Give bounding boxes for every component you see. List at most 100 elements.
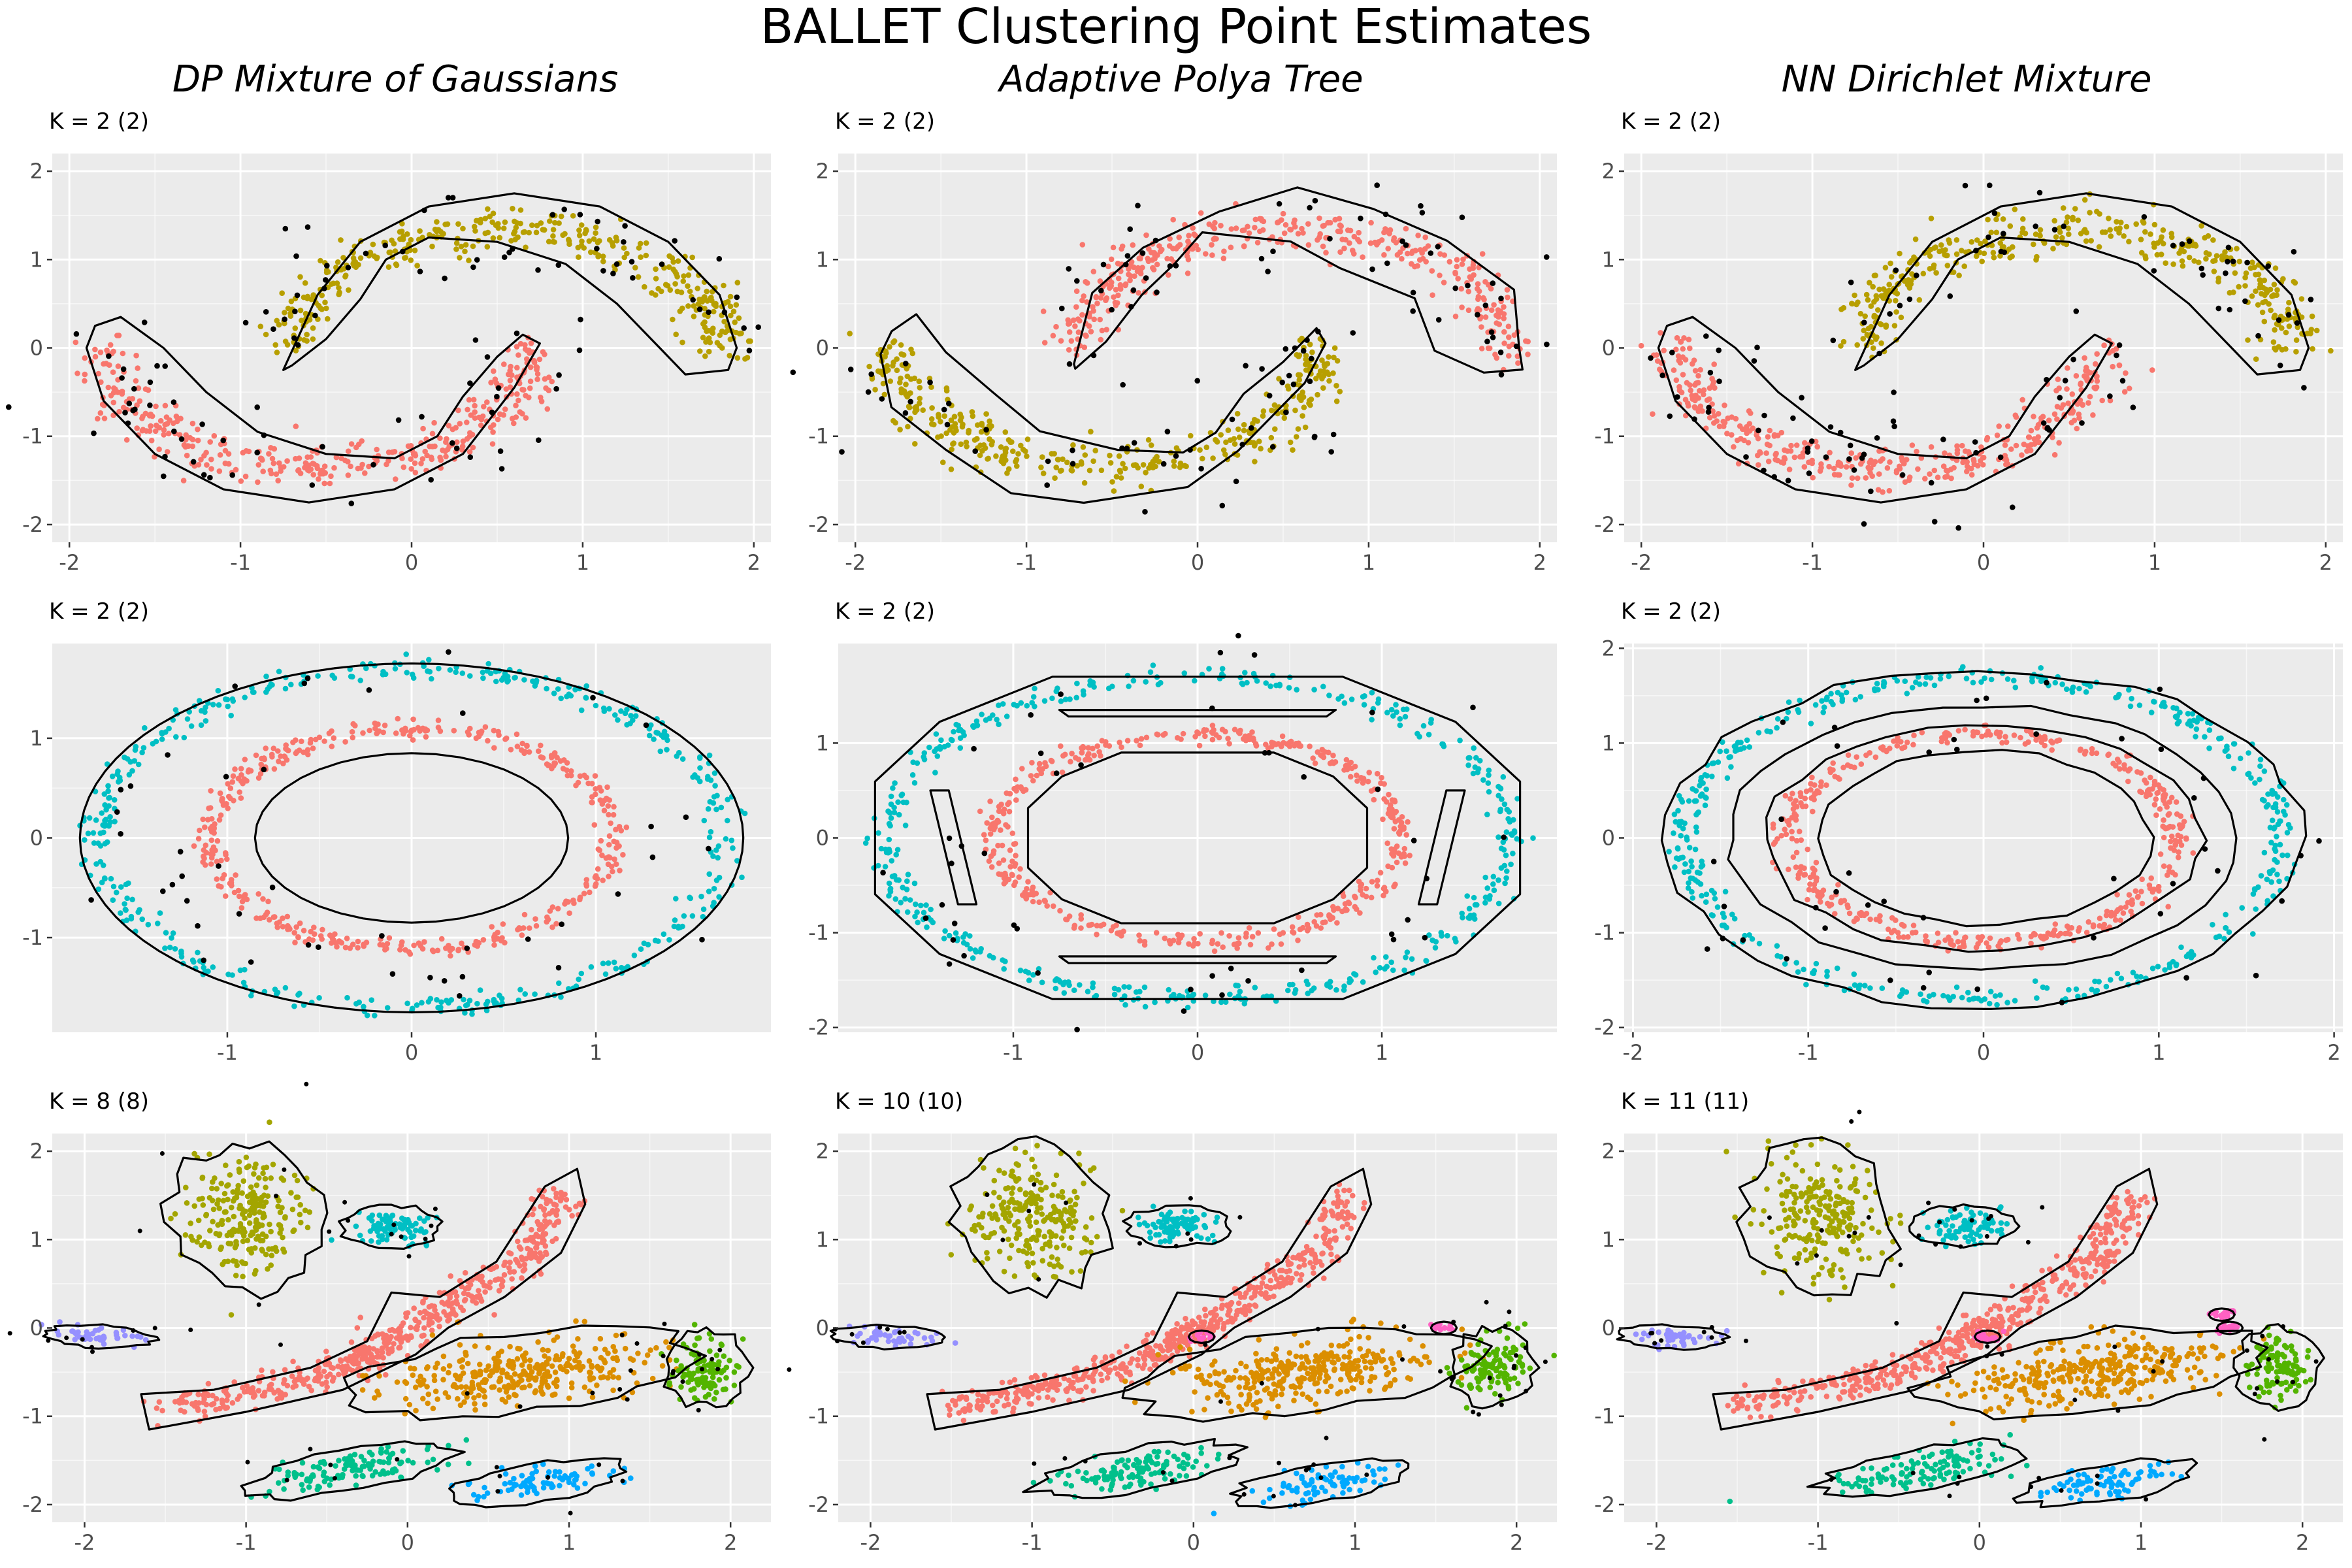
- cluster-yellow-point: [711, 308, 717, 315]
- cluster-red-point: [1676, 384, 1682, 390]
- cluster-red-point: [472, 409, 478, 415]
- inner-ring-point: [1998, 938, 2004, 944]
- outer-ring-point: [517, 987, 523, 993]
- noise-point: [561, 206, 567, 212]
- cluster-yellow-point: [1002, 453, 1008, 459]
- inner-ring-point: [293, 750, 299, 757]
- inner-ring-point: [546, 762, 552, 768]
- cluster-yellow-point: [1905, 277, 1912, 283]
- outer-ring-point: [1348, 977, 1354, 984]
- cluster-red-point: [1399, 255, 1405, 262]
- inner-ring-point: [1813, 859, 1820, 866]
- plot-data: [839, 182, 1550, 515]
- cluster-red-point: [1441, 280, 1447, 286]
- outer-ring-point: [967, 946, 973, 952]
- inner-ring-point: [532, 916, 538, 922]
- cluster-red-point: [82, 371, 88, 378]
- inner-ring-point: [478, 730, 484, 736]
- inner-ring-point: [1374, 877, 1380, 883]
- cluster-red-point: [123, 437, 130, 443]
- noise-point: [643, 722, 649, 728]
- inner-ring-point: [1255, 930, 1262, 936]
- inner-ring-point: [1789, 836, 1795, 841]
- cluster-red-point: [1505, 323, 1512, 330]
- inner-ring-point: [1009, 858, 1015, 864]
- cluster-yellow-point: [642, 284, 647, 290]
- cluster-red-point: [1110, 244, 1117, 251]
- inner-ring-point: [1009, 872, 1015, 878]
- cluster-yellow-point: [408, 257, 414, 263]
- cluster-red-point: [1103, 297, 1109, 304]
- inner-ring-point: [212, 847, 218, 853]
- cluster-red-point: [1135, 290, 1141, 296]
- noise-point: [950, 937, 956, 943]
- cluster-red-point: [534, 371, 541, 377]
- noise-point: [2079, 420, 2085, 426]
- noise-point: [2001, 231, 2006, 237]
- noise-point: [506, 250, 512, 255]
- inner-ring-point: [1241, 736, 1247, 742]
- cluster-red-point: [1252, 216, 1259, 223]
- cluster-yellow-point: [1863, 291, 1870, 298]
- inner-ring-point: [393, 730, 399, 736]
- cluster-yellow-point: [1113, 474, 1120, 480]
- cluster-yellow-point: [336, 291, 342, 298]
- cluster-yellow-point: [2227, 289, 2233, 296]
- outer-ring-point: [1335, 696, 1341, 702]
- cluster-yellow-point: [471, 223, 478, 230]
- cluster-yellow-point: [257, 323, 264, 330]
- cluster-yellow-point: [734, 280, 741, 286]
- cluster-yellow-point: [576, 233, 583, 238]
- noise-point: [177, 849, 184, 855]
- inner-ring-point: [310, 745, 316, 751]
- cluster-red-point: [1996, 423, 2002, 429]
- inner-ring-point: [1295, 938, 1301, 943]
- cluster-yellow-point: [2196, 259, 2202, 265]
- cluster-yellow-point: [695, 301, 701, 307]
- noise-point: [1070, 448, 1075, 453]
- inner-ring-point: [988, 853, 994, 859]
- cluster-red-point: [110, 399, 117, 406]
- cluster-red-point: [95, 416, 101, 422]
- inner-ring-point: [1829, 894, 1835, 900]
- inner-ring-point: [476, 939, 482, 946]
- cluster-red-point: [1954, 447, 1961, 453]
- outer-ring-point: [459, 670, 466, 676]
- inner-ring-point: [1305, 928, 1311, 934]
- cluster-red-point: [495, 416, 501, 423]
- outer-ring-point: [930, 919, 936, 926]
- noise-point: [1307, 378, 1313, 384]
- outer-ring-point: [108, 875, 114, 882]
- cluster-red-point: [1381, 252, 1387, 258]
- outer-ring-point: [1507, 819, 1513, 825]
- noise-point: [1308, 355, 1315, 362]
- outer-ring-point: [970, 955, 976, 961]
- inner-ring-point: [1057, 907, 1063, 914]
- noise-point: [1501, 834, 1507, 840]
- outer-ring-point: [1130, 678, 1137, 684]
- inner-ring-point: [606, 833, 613, 839]
- noise-point: [1270, 248, 1276, 255]
- cluster-contour: [85, 316, 541, 504]
- noise-point: [1706, 404, 1712, 411]
- inner-ring-point: [1011, 863, 1018, 869]
- noise-point: [1848, 279, 1854, 286]
- inner-ring-point: [1799, 803, 1806, 809]
- noise-point: [2010, 504, 2016, 510]
- cluster-red-point: [142, 410, 149, 417]
- cluster-yellow-point: [587, 249, 594, 255]
- cluster-red-point: [2021, 441, 2027, 448]
- noise-point: [294, 292, 301, 299]
- cluster-yellow-point: [1138, 483, 1145, 489]
- noise-point: [1669, 350, 1675, 355]
- outer-ring-point: [361, 1004, 367, 1010]
- inner-ring-point: [219, 798, 225, 804]
- cluster-yellow-point: [495, 225, 502, 231]
- outer-ring-point: [1433, 939, 1439, 945]
- cluster-yellow-point: [2242, 283, 2248, 289]
- outer-ring-point: [414, 1002, 420, 1008]
- outer-ring-point: [268, 681, 274, 687]
- cluster-yellow-point: [964, 444, 970, 449]
- cluster-red-point: [519, 410, 525, 417]
